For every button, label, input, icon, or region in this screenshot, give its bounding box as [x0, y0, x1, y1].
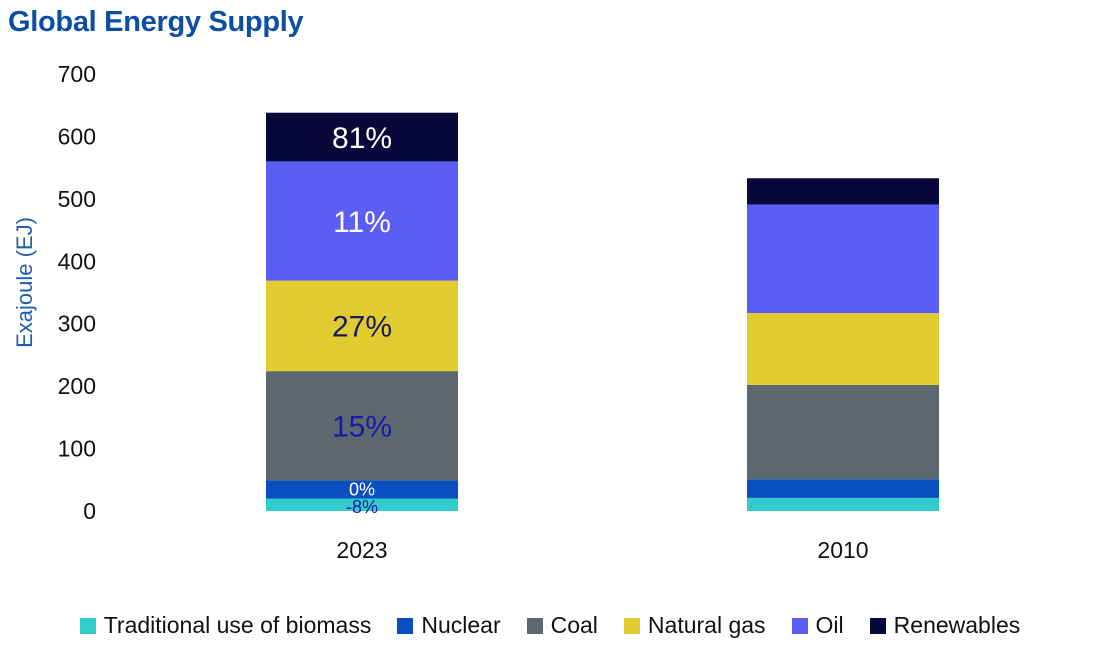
legend-item: Traditional use of biomass [79, 612, 372, 639]
y-tick-label: 0 [83, 498, 96, 524]
legend-item: Renewables [869, 612, 1021, 639]
bar-segment-natural-gas-2010 [747, 313, 939, 385]
y-tick-label: 100 [58, 436, 96, 462]
y-tick-label: 400 [58, 248, 96, 274]
legend-swatch [869, 617, 886, 634]
y-tick-label: 300 [58, 311, 96, 337]
y-tick-label: 700 [58, 61, 96, 87]
data-label: -8% [346, 497, 378, 517]
y-tick-label: 200 [58, 373, 96, 399]
legend: Traditional use of biomass Nuclear Coal Nat… [0, 612, 1100, 639]
bar-segment-renewables-2010 [747, 178, 939, 205]
legend-label: Traditional use of biomass [103, 612, 372, 638]
bar-segment-coal-2010 [747, 384, 939, 480]
legend-swatch [791, 617, 808, 634]
bar-segment-nuclear-2010 [747, 479, 939, 498]
data-label: 81% [332, 122, 392, 155]
data-label: 27% [332, 311, 392, 344]
legend-label: Oil [815, 612, 844, 638]
bar-segment-oil-2023 [266, 161, 458, 281]
bar-segment-traditional-use-of-biomass-2023 [266, 498, 458, 511]
legend-label: Coal [550, 612, 598, 638]
y-tick-label: 500 [58, 186, 96, 212]
legend-item: Coal [526, 612, 598, 639]
legend-item: Natural gas [623, 612, 766, 639]
chart-title: Global Energy Supply [8, 6, 304, 38]
bar-segment-oil-2010 [747, 204, 939, 314]
legend-label: Natural gas [647, 612, 766, 638]
data-label: 11% [333, 206, 391, 239]
bar-segment-renewables-2023 [266, 112, 458, 162]
bar-segment-coal-2023 [266, 371, 458, 481]
data-label: 15% [332, 411, 392, 444]
legend-swatch [526, 617, 543, 634]
legend-label: Renewables [893, 612, 1021, 638]
legend-label: Nuclear [421, 612, 501, 638]
legend-item: Oil [791, 612, 844, 639]
legend-swatch [397, 617, 414, 634]
chart-canvas: Exajoule (EJ) 0 100 200 300 400 500 600 700 -8%0%… [12, 61, 939, 563]
legend-swatch [79, 617, 96, 634]
legend-swatch [623, 617, 640, 634]
bar-segment-natural-gas-2023 [266, 280, 458, 372]
y-tick-label: 600 [58, 123, 96, 149]
legend-item: Nuclear [397, 612, 501, 639]
y-axis-title: Exajoule (EJ) [12, 217, 37, 348]
x-tick-label: 2010 [817, 537, 868, 563]
data-label: 0% [349, 480, 375, 500]
x-tick-label: 2023 [336, 537, 387, 563]
bar-segment-nuclear-2023 [266, 480, 458, 499]
bar-segment-traditional-use-of-biomass-2010 [747, 497, 939, 511]
